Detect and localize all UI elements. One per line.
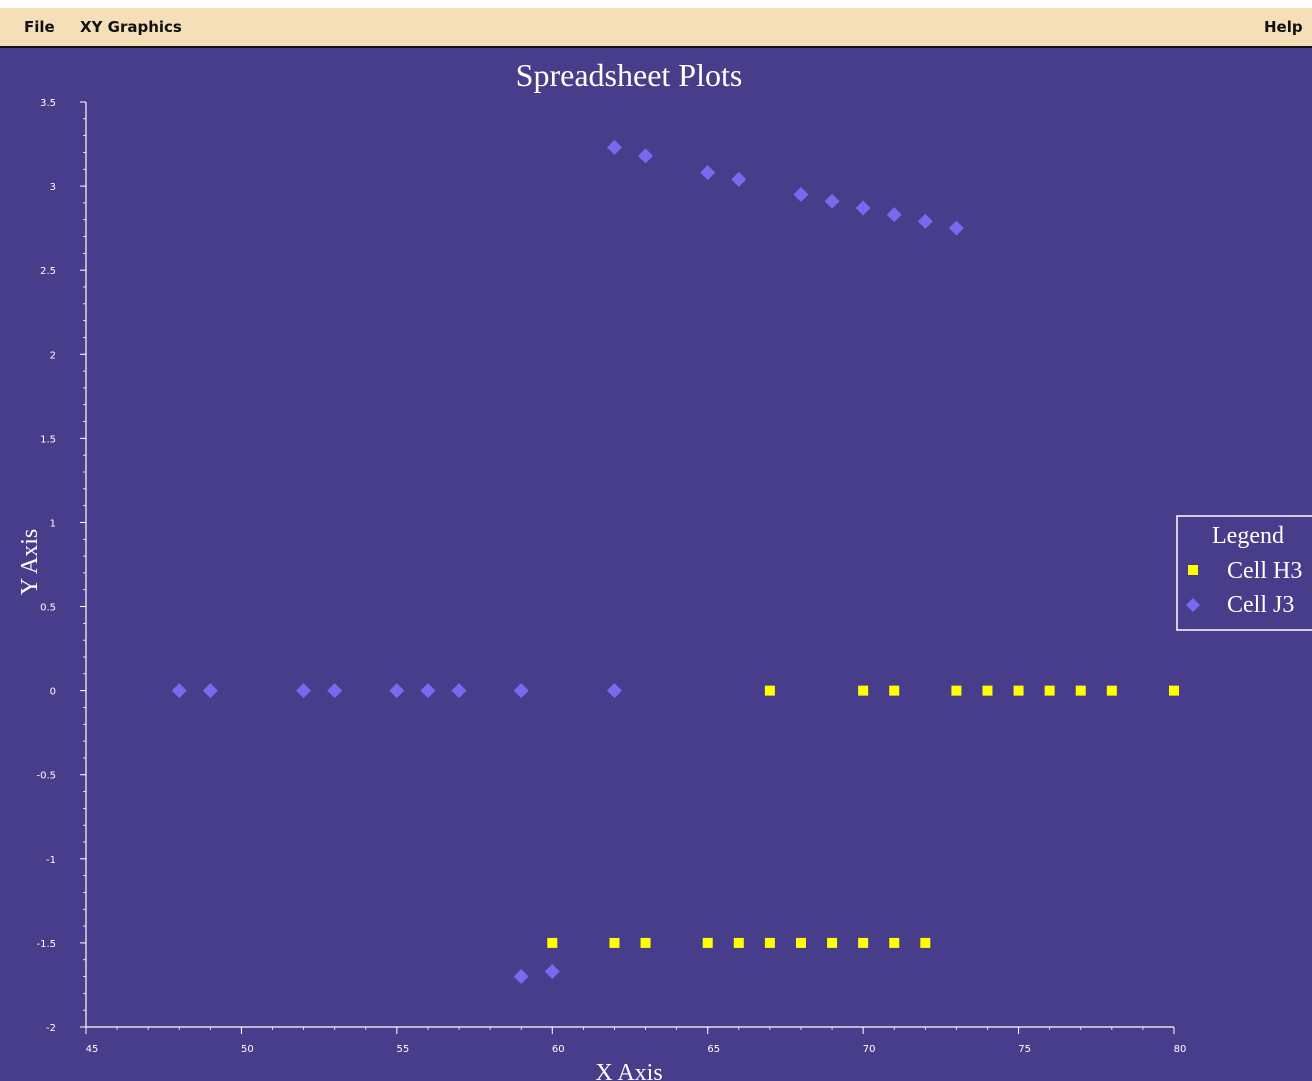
- point-cell-h3: [982, 685, 993, 696]
- y-tick-label: 0: [50, 687, 56, 698]
- x-tick-label: 55: [396, 1044, 409, 1055]
- point-cell-j3: [420, 683, 436, 699]
- point-cell-h3: [951, 685, 962, 696]
- point-cell-j3: [202, 683, 218, 699]
- menu-file[interactable]: File: [24, 18, 55, 36]
- x-tick-label: 50: [241, 1044, 254, 1055]
- y-tick-label: 2: [50, 350, 56, 361]
- point-cell-j3: [886, 207, 902, 223]
- point-cell-j3: [389, 683, 405, 699]
- point-cell-j3: [327, 683, 343, 699]
- point-cell-j3: [793, 187, 809, 202]
- axes: [85, 102, 1174, 1028]
- menu-bar: File XY Graphics Help: [0, 8, 1312, 48]
- legend-label-cell-h3: Cell H3: [1227, 558, 1302, 584]
- y-tick-label: 0.5: [40, 603, 56, 614]
- y-tick-label: 1: [50, 518, 56, 529]
- point-cell-j3: [513, 683, 529, 699]
- point-cell-h3: [733, 937, 744, 948]
- menu-xy-graphics[interactable]: XY Graphics: [80, 18, 182, 36]
- point-cell-h3: [1169, 685, 1179, 696]
- point-cell-j3: [700, 165, 716, 181]
- point-cell-j3: [731, 171, 747, 187]
- point-cell-h3: [920, 937, 931, 948]
- point-cell-h3: [764, 937, 775, 948]
- point-cell-j3: [855, 200, 871, 216]
- point-cell-j3: [824, 193, 840, 209]
- y-tick-label: -0.5: [36, 771, 56, 782]
- plot-area: Spreadsheet Plots -2 -1.5 -1 -0.5 0 0.5 1 1.5 2 2…: [0, 48, 1312, 1081]
- point-cell-j3: [171, 683, 187, 699]
- y-tick-label: -2: [46, 1023, 56, 1034]
- point-cell-h3: [1075, 685, 1086, 696]
- point-cell-j3: [917, 213, 933, 229]
- x-axis-ticks: 45 50 55 60 65 70 75 80: [85, 1027, 1187, 1055]
- point-cell-h3: [795, 937, 806, 948]
- point-cell-j3: [544, 964, 560, 979]
- x-tick-label: 80: [1174, 1044, 1187, 1055]
- point-cell-h3: [547, 937, 558, 948]
- point-cell-h3: [858, 685, 869, 696]
- point-cell-h3: [1013, 685, 1024, 696]
- y-tick-label: 2.5: [40, 266, 56, 277]
- point-cell-h3: [764, 685, 775, 696]
- y-tick-label: -1: [46, 855, 56, 866]
- data-points: [171, 139, 1179, 985]
- point-cell-j3: [451, 683, 467, 699]
- legend-marker-cell-h3: [1188, 565, 1198, 575]
- point-cell-j3: [948, 220, 964, 236]
- point-cell-h3: [609, 937, 620, 948]
- point-cell-j3: [638, 148, 654, 164]
- legend-marker-cell-j3: [1186, 598, 1200, 612]
- x-tick-label: 75: [1018, 1044, 1031, 1055]
- legend-label-cell-j3: Cell J3: [1227, 592, 1294, 618]
- point-cell-j3: [513, 969, 529, 985]
- point-cell-h3: [858, 937, 869, 948]
- point-cell-j3: [296, 683, 312, 699]
- x-tick-label: 70: [863, 1044, 876, 1055]
- y-axis-ticks: -2 -1.5 -1 -0.5 0 0.5 1 1.5 2 2.5 3 3.5: [36, 98, 86, 1034]
- y-tick-label: 3.5: [40, 98, 56, 109]
- point-cell-h3: [1106, 685, 1117, 696]
- x-tick-label: 65: [707, 1044, 720, 1055]
- point-cell-h3: [640, 937, 651, 948]
- point-cell-j3: [606, 683, 622, 699]
- menu-help[interactable]: Help: [1264, 18, 1303, 36]
- point-cell-h3: [1044, 685, 1055, 696]
- point-cell-h3: [889, 937, 900, 948]
- y-axis-label: Y Axis: [17, 529, 43, 595]
- legend: Legend Cell H3 Cell J3: [1176, 515, 1312, 631]
- plot-background: [0, 48, 1312, 1081]
- y-tick-label: 3: [50, 182, 56, 193]
- point-cell-h3: [827, 937, 838, 948]
- point-cell-h3: [702, 937, 713, 948]
- chart-title: Spreadsheet Plots: [516, 57, 743, 93]
- x-tick-label: 60: [552, 1044, 565, 1055]
- y-tick-label: -1.5: [36, 939, 56, 950]
- x-tick-label: 45: [86, 1044, 99, 1055]
- y-tick-label: 1.5: [40, 434, 56, 445]
- x-axis-label: X Axis: [595, 1060, 662, 1081]
- legend-box: [1176, 515, 1312, 631]
- point-cell-h3: [889, 685, 900, 696]
- legend-title: Legend: [1212, 523, 1284, 549]
- point-cell-j3: [606, 139, 622, 155]
